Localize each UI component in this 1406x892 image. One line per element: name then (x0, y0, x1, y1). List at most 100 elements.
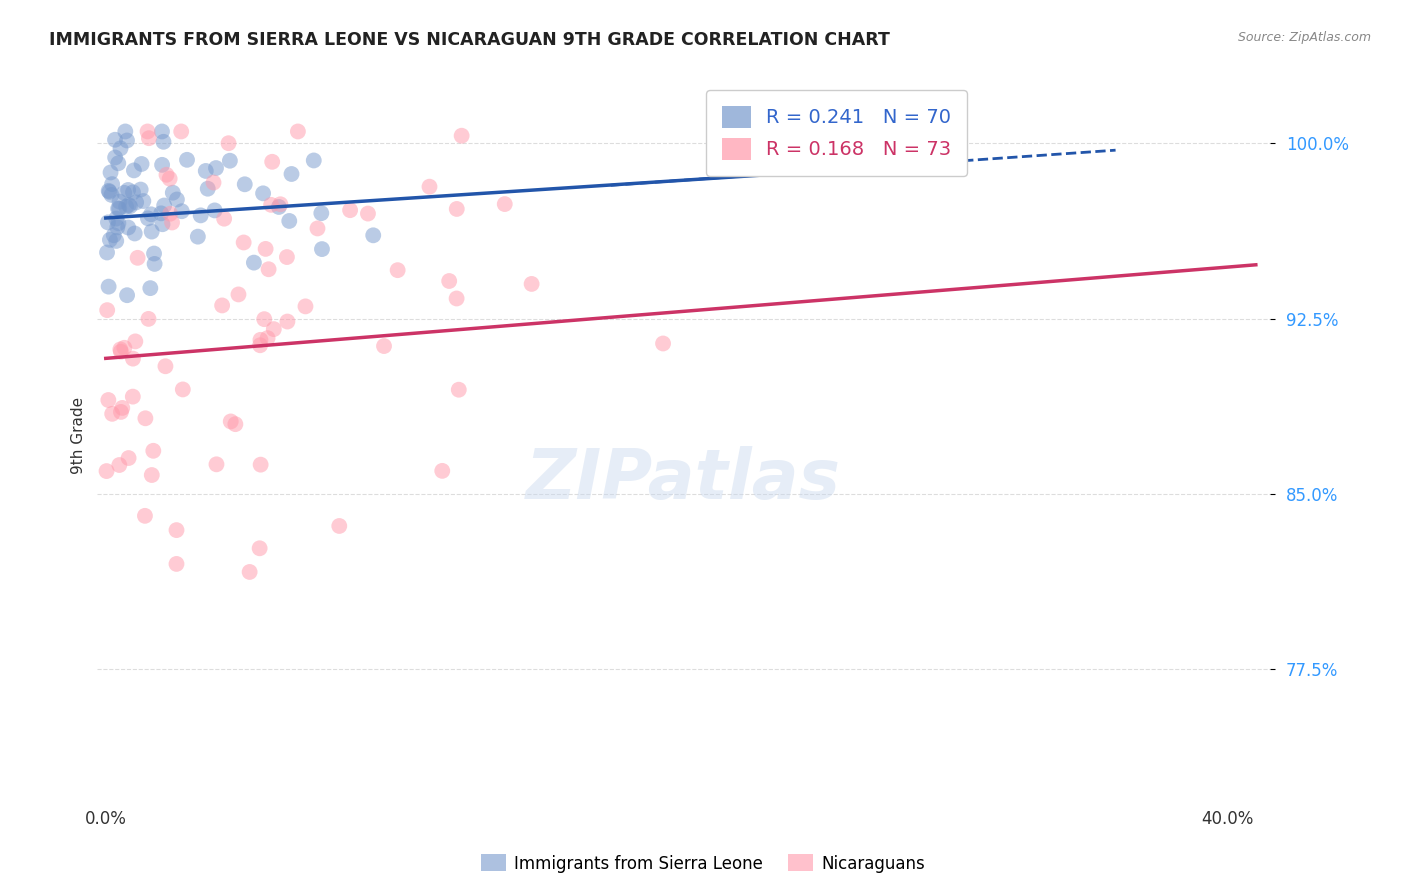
Point (249, 458, 271, 472)
Point (150, 124, 173, 138)
Point (134, 411, 156, 425)
Point (100, 165, 122, 179)
Point (97, 184, 120, 198)
Point (166, 557, 188, 571)
Point (494, 197, 516, 211)
Point (118, 199, 141, 213)
Point (122, 186, 145, 200)
Point (357, 206, 380, 220)
Point (233, 178, 256, 192)
Point (212, 211, 235, 226)
Point (110, 141, 132, 155)
Point (105, 234, 128, 248)
Point (142, 443, 165, 458)
Point (263, 322, 285, 336)
Point (114, 124, 136, 138)
Point (96, 303, 118, 318)
Point (520, 277, 543, 291)
Point (125, 195, 148, 210)
Point (97, 215, 120, 229)
Point (100, 188, 122, 202)
Point (262, 154, 284, 169)
Point (218, 136, 240, 151)
Point (253, 312, 276, 326)
Point (110, 343, 132, 357)
Point (103, 228, 125, 243)
Point (437, 274, 460, 288)
Point (373, 339, 395, 353)
Point (205, 458, 228, 472)
Point (257, 262, 280, 277)
Point (117, 183, 139, 197)
Point (97, 392, 120, 407)
Point (311, 242, 333, 256)
Point (172, 383, 194, 397)
Point (138, 131, 160, 145)
Point (105, 220, 128, 235)
Legend: R = 0.241   N = 70, R = 0.168   N = 73: R = 0.241 N = 70, R = 0.168 N = 73 (706, 90, 967, 176)
Point (269, 197, 291, 211)
Point (446, 292, 468, 306)
Point (239, 565, 262, 579)
Point (249, 541, 271, 556)
Point (387, 263, 409, 277)
Point (447, 383, 470, 397)
Point (98, 233, 121, 247)
Point (112, 341, 135, 355)
Point (249, 338, 271, 352)
Point (141, 225, 163, 239)
Point (205, 161, 228, 175)
Point (104, 151, 127, 165)
Point (143, 246, 166, 260)
Point (252, 186, 274, 201)
Point (143, 257, 166, 271)
Point (170, 124, 193, 138)
Point (121, 390, 143, 404)
Point (110, 405, 132, 419)
Point (108, 194, 131, 209)
Point (418, 179, 440, 194)
Point (219, 414, 242, 428)
Point (162, 186, 184, 200)
Point (190, 208, 212, 222)
Point (155, 359, 177, 374)
Point (328, 519, 350, 533)
Text: ZIPatlas: ZIPatlas (526, 446, 841, 513)
Point (152, 217, 174, 231)
Point (160, 215, 183, 229)
Point (122, 163, 145, 178)
Point (107, 216, 129, 230)
Point (112, 186, 135, 200)
Point (204, 203, 226, 218)
Point (311, 206, 333, 220)
Point (107, 202, 129, 216)
Point (131, 157, 153, 171)
Point (197, 182, 219, 196)
Point (302, 153, 325, 168)
Point (124, 334, 146, 349)
Point (652, 336, 675, 351)
Point (108, 458, 131, 472)
Point (166, 193, 188, 207)
Point (134, 508, 156, 523)
Point (280, 167, 302, 181)
Point (117, 451, 139, 466)
Point (218, 153, 240, 168)
Point (96, 245, 118, 260)
Point (98, 185, 121, 199)
Point (115, 200, 138, 214)
Point (267, 200, 290, 214)
Point (107, 156, 129, 170)
Point (307, 221, 329, 235)
Point (139, 281, 162, 295)
Point (276, 250, 298, 264)
Point (101, 177, 124, 191)
Point (260, 198, 283, 212)
Point (249, 333, 271, 347)
Point (243, 255, 266, 269)
Point (287, 124, 309, 138)
Point (150, 158, 173, 172)
Point (132, 194, 155, 208)
Point (159, 207, 181, 221)
Point (129, 183, 152, 197)
